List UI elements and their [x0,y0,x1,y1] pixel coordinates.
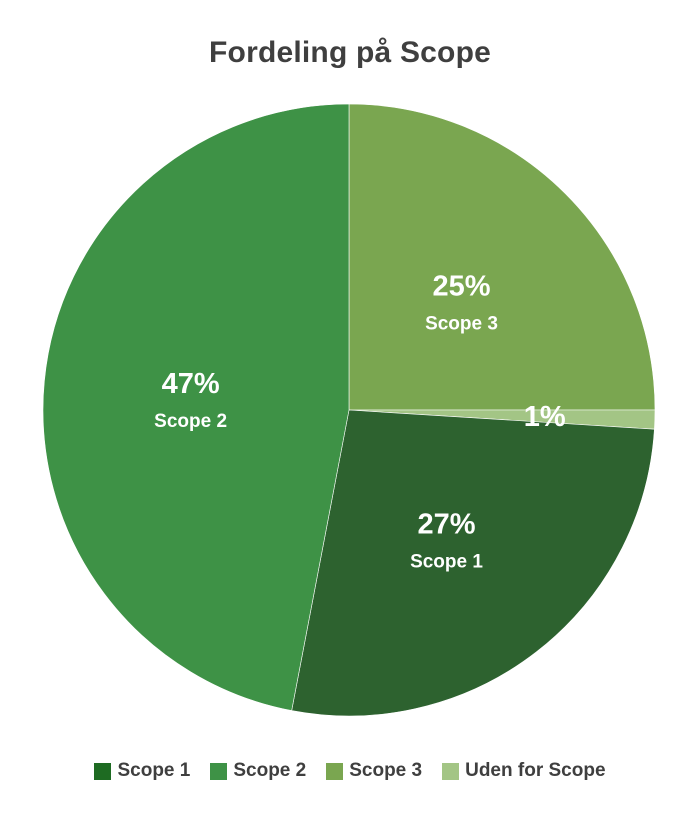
data-label-percent-uden-for-scope: 1% [524,401,566,433]
legend-swatch-uden-for-scope [442,762,460,780]
pie-slice-scope-3 [348,103,656,411]
legend-item-scope-1: Scope 1 [94,760,190,782]
data-label-percent-scope-2: 47% [162,368,220,400]
pie-slice-scope-1 [291,409,655,717]
chart-title: Fordeling på Scope [209,36,491,69]
legend-label-scope-1: Scope 1 [117,760,191,781]
legend-item-uden-for-scope: Uden for Scope [442,760,606,782]
legend-label-scope-3: Scope 3 [349,760,423,781]
data-label-percent-scope-1: 27% [417,509,475,541]
data-label-category-scope-1: Scope 1 [410,552,483,573]
legend-swatch-scope-3 [326,762,344,780]
legend-item-scope-3: Scope 3 [326,760,422,782]
pie-slice-scope-2 [42,103,350,711]
legend-label-scope-2: Scope 2 [233,760,307,781]
data-label-category-scope-3: Scope 3 [425,314,498,335]
legend-item-scope-2: Scope 2 [210,760,306,782]
legend-swatch-scope-1 [94,762,112,780]
data-label-percent-scope-3: 25% [432,271,490,303]
chart-legend: Scope 1 Scope 2 Scope 3 Uden for Scope [0,760,700,782]
legend-label-uden-for-scope: Uden for Scope [465,760,606,781]
data-label-category-scope-2: Scope 2 [154,411,227,432]
legend-swatch-scope-2 [210,762,228,780]
